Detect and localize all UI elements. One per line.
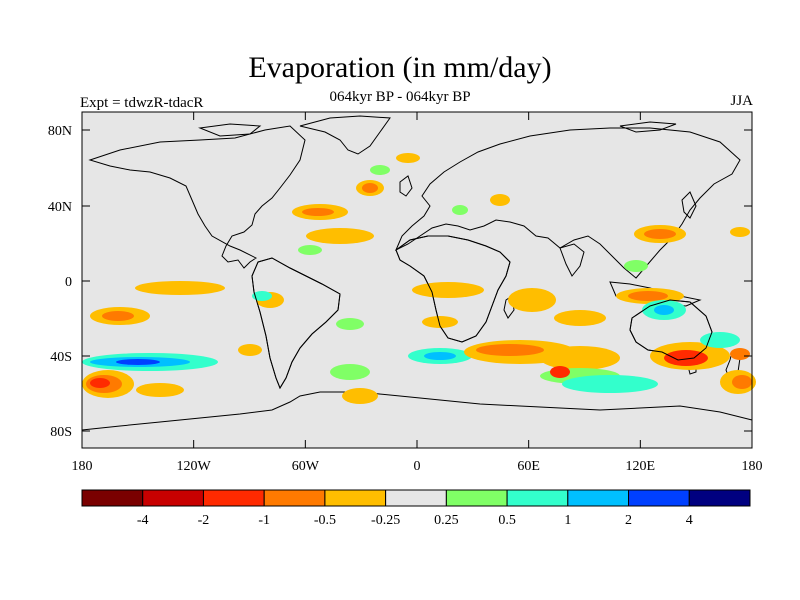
colorbar-label: 4 [686, 513, 693, 528]
colorbar-swatch [385, 489, 447, 507]
evaporation-patches [82, 153, 756, 404]
x-tick-label: 180 [72, 459, 93, 474]
x-tick-label: 120W [177, 459, 212, 474]
colorbar-label: 0.5 [498, 513, 516, 528]
map-background [82, 112, 752, 448]
map-subtitle: 064kyr BP - 064kyr BP [329, 89, 471, 105]
y-tick-label: 80S [50, 425, 72, 440]
x-tick-label: 60E [517, 459, 540, 474]
experiment-label: Expt = tdwzR-tdacR [80, 95, 204, 111]
x-tick-label: 60W [292, 459, 320, 474]
colorbar-swatch [506, 489, 569, 507]
colorbar-swatch [202, 489, 265, 507]
colorbar-label: -0.25 [371, 513, 400, 528]
colorbar-label: -1 [258, 513, 270, 528]
colorbar-swatch [263, 489, 326, 507]
y-tick-label: 0 [65, 275, 72, 290]
colorbar-label: 2 [625, 513, 632, 528]
x-tick-label: 180 [742, 459, 763, 474]
x-axis-ticks: 180 120W 60W 0 60E 120E 180 [72, 112, 763, 474]
map-title: Evaporation (in mm/day) [248, 51, 552, 84]
colorbar-label: -4 [137, 513, 149, 528]
colorbar-swatch [142, 489, 204, 507]
colorbar-swatch [81, 489, 144, 507]
x-tick-label: 0 [414, 459, 421, 474]
colorbar-swatch [688, 489, 751, 507]
colorbar-label: 0.25 [434, 513, 459, 528]
coastlines-overlay [251, 235, 713, 390]
colorbar-swatch [567, 489, 630, 507]
y-tick-label: 40N [48, 200, 72, 215]
colorbar-swatch [324, 489, 387, 507]
colorbar-label: 1 [564, 513, 571, 528]
x-tick-label: 120E [626, 459, 656, 474]
colorbar-swatch [628, 489, 690, 507]
y-axis-ticks: 80N 40N 0 40S 80S [48, 124, 752, 440]
y-tick-label: 40S [50, 350, 72, 365]
colorbar: -4 -2 -1 -0.5 -0.25 0.25 0.5 1 2 4 [81, 489, 751, 528]
colorbar-label: -2 [198, 513, 210, 528]
season-label: JJA [730, 93, 753, 109]
y-tick-label: 80N [48, 124, 72, 139]
colorbar-swatch [445, 489, 508, 507]
colorbar-label: -0.5 [314, 513, 336, 528]
